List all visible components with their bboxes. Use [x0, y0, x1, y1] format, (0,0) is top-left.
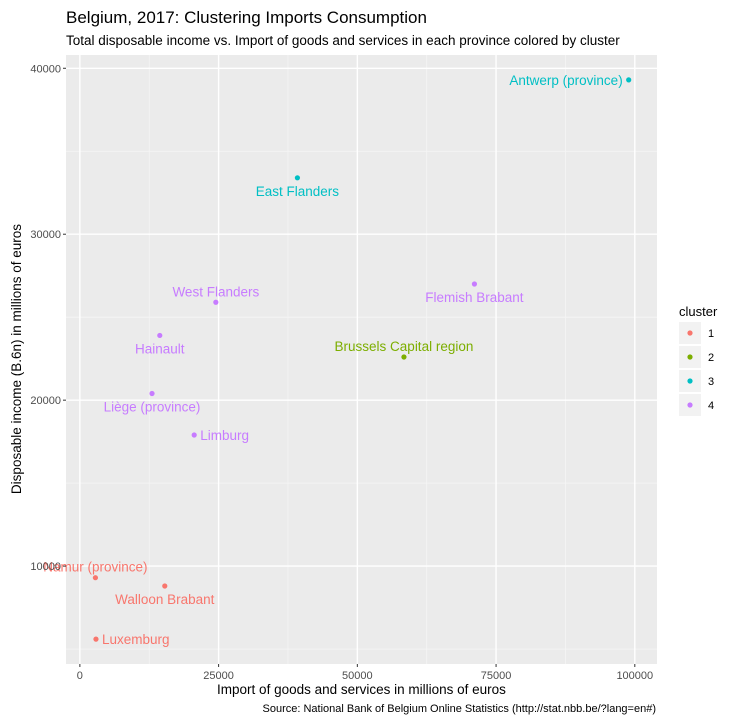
legend-marker [687, 354, 693, 360]
legend-label: 2 [708, 352, 714, 364]
data-point [471, 281, 478, 287]
point-label: Walloon Brabant [115, 592, 215, 607]
x-tick-label: 0 [77, 670, 83, 682]
point-label: Flemish Brabant [425, 290, 524, 305]
legend-marker [687, 402, 693, 408]
y-tick-label: 40000 [30, 63, 61, 75]
y-axis-title: Disposable income (B.6n) in millions of … [9, 224, 24, 494]
point-label: East Flanders [256, 184, 340, 199]
data-point [191, 432, 197, 438]
point-label: Luxemburg [102, 632, 170, 647]
data-point [626, 77, 632, 83]
data-point [92, 575, 99, 581]
data-point [157, 332, 163, 339]
x-tick-label: 25000 [203, 670, 234, 682]
legend-title: cluster [679, 304, 718, 319]
x-tick-label: 100000 [616, 670, 653, 682]
legend-marker [687, 378, 693, 384]
point-label: West Flanders [172, 284, 259, 299]
legend-label: 1 [708, 328, 714, 340]
point-label: Brussels Capital region [335, 339, 474, 354]
data-point [294, 175, 301, 181]
data-point [93, 636, 99, 642]
data-points [92, 77, 632, 642]
point-label: Namur (province) [43, 560, 147, 575]
chart-subtitle: Total disposable income vs. Import of go… [66, 33, 620, 48]
data-point [149, 390, 155, 397]
point-label: Hainault [135, 341, 185, 356]
legend-marker [687, 330, 693, 336]
point-label: Antwerp (province) [509, 73, 622, 88]
x-tick-label: 75000 [481, 670, 512, 682]
data-point [162, 583, 168, 589]
chart-title: Belgium, 2017: Clustering Imports Consum… [66, 8, 427, 27]
data-point [401, 354, 407, 360]
y-tick-label: 30000 [30, 229, 61, 241]
x-axis: 0 25000 50000 75000 100000 [77, 664, 653, 682]
legend-label: 4 [708, 400, 714, 412]
legend-label: 3 [708, 376, 714, 388]
y-tick-label: 20000 [30, 395, 61, 407]
point-label: Limburg [200, 428, 249, 443]
point-labels: Antwerp (province) East Flanders Flemish B… [43, 73, 622, 647]
major-gridlines [66, 55, 657, 664]
y-tick-label: 10000 [30, 561, 61, 573]
data-point [213, 299, 219, 305]
chart-caption: Source: National Bank of Belgium Online … [263, 703, 656, 715]
legend: cluster 1 2 3 4 [679, 304, 718, 416]
x-tick-label: 50000 [342, 670, 373, 682]
point-label: Liège (province) [104, 400, 201, 415]
y-axis: 10000 20000 30000 40000 [30, 63, 66, 573]
x-axis-title: Import of goods and services in millions… [217, 682, 506, 697]
plot-panel [66, 55, 657, 664]
minor-gridlines [66, 55, 657, 664]
